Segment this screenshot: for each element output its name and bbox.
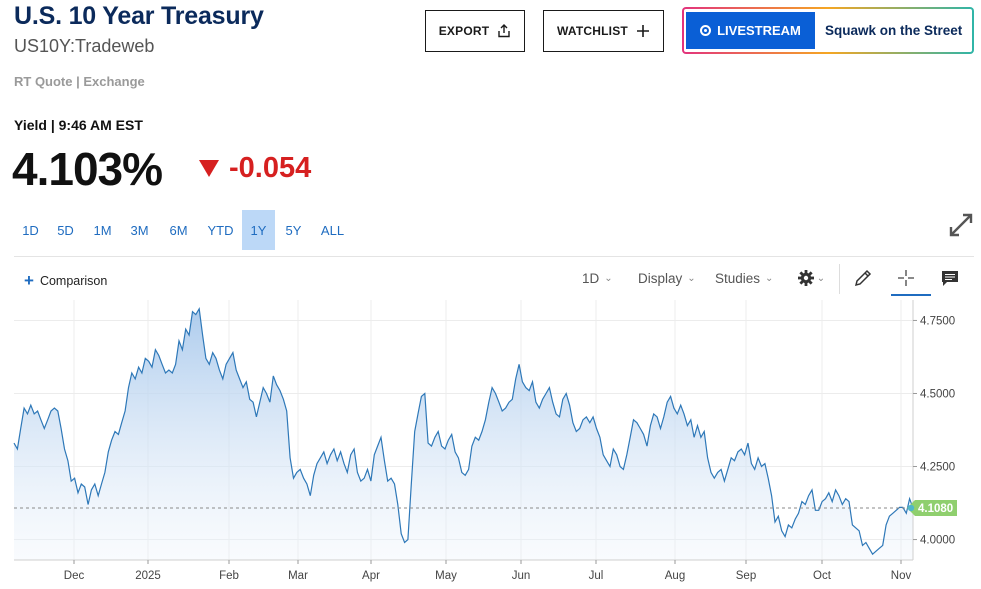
last-value-badge-bg <box>907 500 957 516</box>
crosshair-active-indicator <box>891 294 931 296</box>
x-tick-label: Nov <box>891 570 912 582</box>
range-tab-5d[interactable]: 5D <box>57 222 74 238</box>
yield-chart[interactable]: 4.7500 4.5000 4.2500 4.0000 Dec 2025 Feb Mar Ap… <box>0 296 981 589</box>
livestream-banner[interactable]: LIVESTREAM Squawk on the Street <box>682 7 974 54</box>
gear-icon <box>797 270 814 286</box>
comment-tool-button[interactable] <box>937 266 963 290</box>
yield-change-value: -0.054 <box>229 152 312 184</box>
chevron-down-icon: ⌄ <box>765 273 774 284</box>
yield-area-fill <box>14 308 913 560</box>
x-tick-label: Apr <box>362 570 380 582</box>
range-tab-1y[interactable]: 1Y <box>242 210 275 250</box>
x-tick-label: Mar <box>288 570 308 582</box>
range-tab-5y[interactable]: 5Y <box>285 222 302 238</box>
interval-label: 1D <box>582 271 600 286</box>
comparison-button[interactable]: + Comparison <box>24 271 108 290</box>
page-title: U.S. 10 Year Treasury <box>14 2 264 30</box>
range-tab-ytd[interactable]: YTD <box>207 222 234 238</box>
crosshair-icon <box>898 270 914 286</box>
draw-tool-button[interactable] <box>850 266 876 290</box>
chevron-down-icon: ⌄ <box>816 272 826 284</box>
yield-line <box>13 306 914 556</box>
chevron-down-icon: ⌄ <box>687 273 696 284</box>
livestream-badge[interactable]: LIVESTREAM <box>686 12 815 49</box>
share-icon <box>498 24 510 38</box>
y-axis-ticks: 4.7500 4.5000 4.2500 4.0000 <box>913 315 955 547</box>
x-tick-label: Aug <box>665 570 685 582</box>
range-tab-3m[interactable]: 3M <box>130 222 149 238</box>
last-value-marker <box>907 504 915 512</box>
yield-change: -0.054 <box>199 152 311 185</box>
watchlist-label: WATCHLIST <box>557 24 628 38</box>
x-tick-label: May <box>435 570 457 582</box>
range-tab-all[interactable]: ALL <box>320 222 345 238</box>
last-value-label: 4.1080 <box>918 503 953 515</box>
live-dot-icon <box>700 25 712 36</box>
fullscreen-icon[interactable] <box>948 212 974 238</box>
x-tick-label: Feb <box>219 570 239 582</box>
toolbar-divider <box>14 256 974 257</box>
range-tab-1d[interactable]: 1D <box>22 222 39 238</box>
x-axis-ticks: Dec 2025 Feb Mar Apr May Jun Jul Aug Sep Oct Nov <box>64 560 912 582</box>
yield-value: 4.103% <box>12 143 163 195</box>
y-tick-label: 4.7500 <box>920 315 955 327</box>
plus-icon: + <box>24 271 34 290</box>
watchlist-button[interactable]: WATCHLIST <box>543 10 664 52</box>
studies-label: Studies <box>715 271 761 286</box>
studies-dropdown[interactable]: Studies ⌄ <box>715 271 773 286</box>
chevron-down-icon: ⌄ <box>604 273 613 284</box>
comment-icon <box>942 271 958 286</box>
quote-source: RT Quote | Exchange <box>14 74 145 89</box>
crosshair-tool-button[interactable] <box>893 266 919 290</box>
export-label: EXPORT <box>438 24 490 38</box>
toolbar-separator <box>839 264 840 294</box>
y-tick-label: 4.0000 <box>920 535 955 547</box>
interval-dropdown[interactable]: 1D ⌄ <box>582 271 613 286</box>
plus-icon <box>636 25 649 37</box>
x-tick-label: Sep <box>736 570 756 582</box>
export-button[interactable]: EXPORT <box>425 10 525 52</box>
yield-timestamp: Yield | 9:46 AM EST <box>14 117 143 133</box>
range-tab-1m[interactable]: 1M <box>93 222 112 238</box>
livestream-show-title: Squawk on the Street <box>825 23 963 38</box>
range-tab-6m[interactable]: 6M <box>169 222 188 238</box>
time-range-tabs: 1D 5D 1M 3M 6M YTD 1Y 5Y ALL <box>14 210 353 250</box>
settings-dropdown[interactable]: ⌄ <box>795 266 827 290</box>
x-tick-label: Jul <box>589 570 604 582</box>
pencil-icon <box>854 269 872 287</box>
display-dropdown[interactable]: Display ⌄ <box>638 271 696 286</box>
x-tick-label: 2025 <box>135 570 161 582</box>
y-tick-label: 4.2500 <box>920 462 955 474</box>
last-value-badge: 4.1080 <box>907 500 957 516</box>
x-tick-label: Oct <box>813 570 832 582</box>
ticker-symbol: US10Y:Tradeweb <box>14 36 155 56</box>
comparison-label: Comparison <box>39 274 108 288</box>
livestream-label: LIVESTREAM <box>717 23 801 38</box>
down-arrow-icon <box>199 160 219 177</box>
x-tick-label: Jun <box>512 570 531 582</box>
y-tick-label: 4.5000 <box>920 388 955 400</box>
display-label: Display <box>638 271 683 286</box>
x-tick-label: Dec <box>64 570 85 582</box>
